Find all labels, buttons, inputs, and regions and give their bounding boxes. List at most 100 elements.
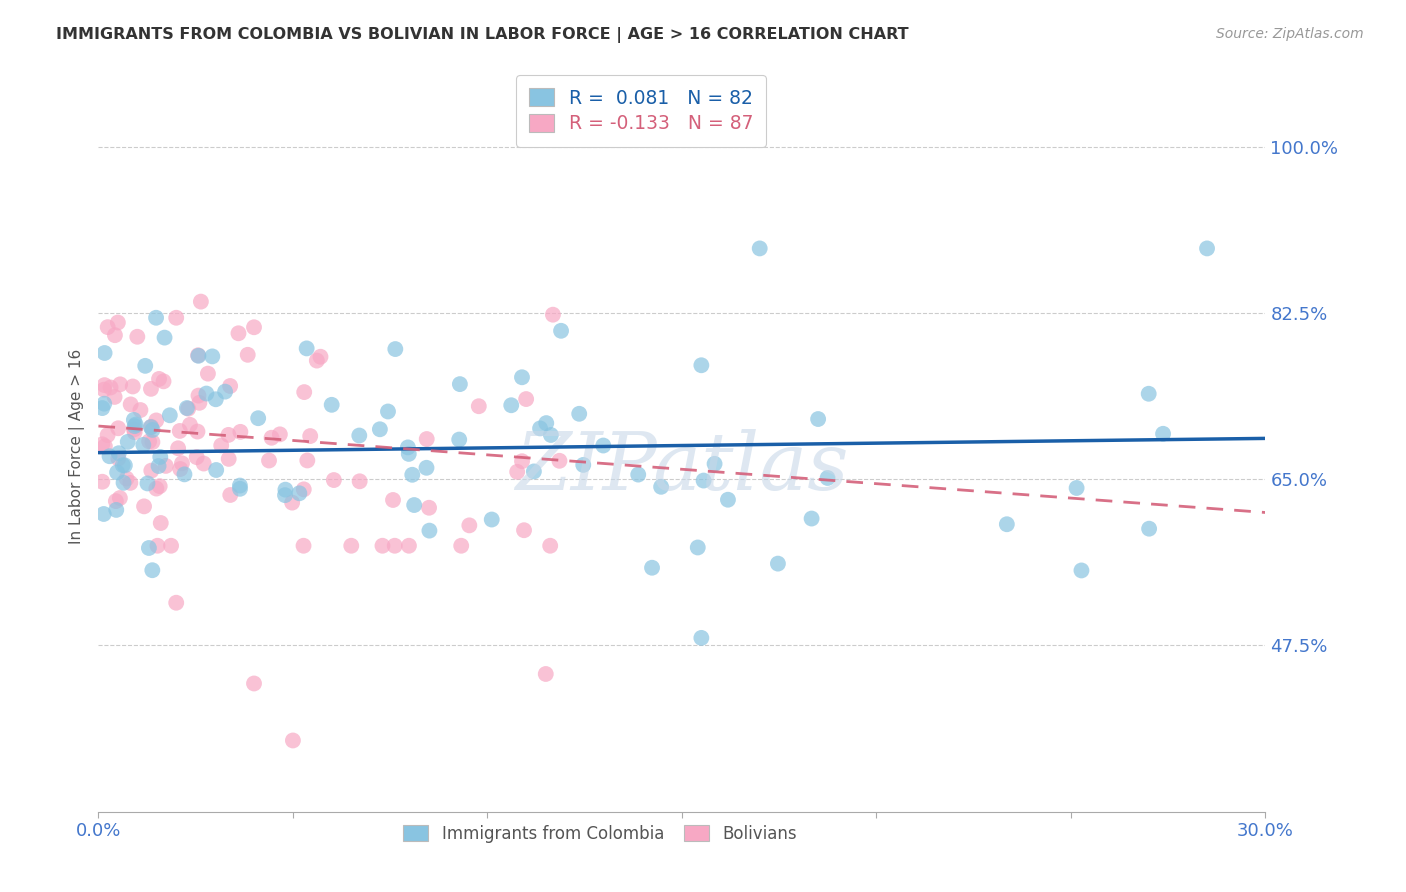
Legend: Immigrants from Colombia, Bolivians: Immigrants from Colombia, Bolivians [395,816,806,851]
Point [269,427,291,442]
Point [201,350,224,364]
Point [100,380,122,394]
Point [173,467,195,482]
Point [515,392,537,406]
Point [243,320,266,334]
Text: IMMIGRANTS FROM COLOMBIA VS BOLIVIAN IN LABOR FORCE | AGE > 16 CORRELATION CHART: IMMIGRANTS FROM COLOMBIA VS BOLIVIAN IN … [56,27,908,43]
Point [114,458,136,473]
Point [105,503,128,517]
Point [93,507,115,521]
Point [108,377,131,392]
Point [97,320,120,334]
Point [229,482,252,496]
Point [132,500,155,514]
Point [93,346,115,360]
Point [690,631,713,645]
Point [187,388,209,402]
Point [124,425,146,440]
Point [127,330,149,344]
Point [107,451,129,466]
Point [204,392,226,407]
Point [510,370,533,384]
Point [176,401,198,415]
Point [179,417,201,432]
Point [415,460,437,475]
Point [219,488,242,502]
Point [148,458,170,473]
Point [228,326,250,341]
Point [299,429,322,443]
Point [145,310,167,325]
Point [1137,522,1160,536]
Point [384,539,406,553]
Point [322,473,344,487]
Point [247,411,270,425]
Point [93,397,115,411]
Point [141,435,163,450]
Point [416,432,439,446]
Point [572,458,595,472]
Point [398,447,420,461]
Point [1195,241,1218,255]
Point [568,407,591,421]
Point [107,316,129,330]
Point [538,539,561,553]
Point [205,463,228,477]
Point [807,412,830,426]
Point [148,372,170,386]
Point [91,475,114,489]
Point [136,476,159,491]
Point [321,398,343,412]
Point [170,456,193,470]
Point [717,492,740,507]
Point [209,438,232,452]
Point [817,471,839,485]
Point [592,438,614,452]
Point [134,359,156,373]
Point [120,397,142,411]
Point [186,425,208,439]
Point [195,386,218,401]
Point [281,495,304,509]
Point [219,379,242,393]
Point [107,421,129,435]
Point [111,458,134,472]
Point [703,457,725,471]
Point [218,451,240,466]
Point [292,385,315,400]
Point [506,465,529,479]
Point [236,348,259,362]
Point [98,449,121,463]
Point [396,441,419,455]
Point [214,384,236,399]
Point [274,488,297,502]
Point [117,434,139,449]
Point [541,308,564,322]
Point [141,423,163,437]
Point [501,398,523,412]
Point [382,493,405,508]
Point [349,428,371,442]
Point [450,539,472,553]
Point [481,512,503,526]
Point [91,437,114,451]
Point [139,382,162,396]
Point [766,557,789,571]
Point [309,350,332,364]
Point [349,475,371,489]
Point [449,377,471,392]
Point [540,428,562,442]
Point [121,379,143,393]
Point [165,596,187,610]
Point [800,511,823,525]
Point [371,539,394,553]
Point [468,399,491,413]
Point [169,424,191,438]
Y-axis label: In Labor Force | Age > 16: In Labor Force | Age > 16 [69,349,84,543]
Point [217,428,239,442]
Point [650,480,672,494]
Point [274,483,297,497]
Point [120,475,142,490]
Point [748,241,770,255]
Point [138,541,160,555]
